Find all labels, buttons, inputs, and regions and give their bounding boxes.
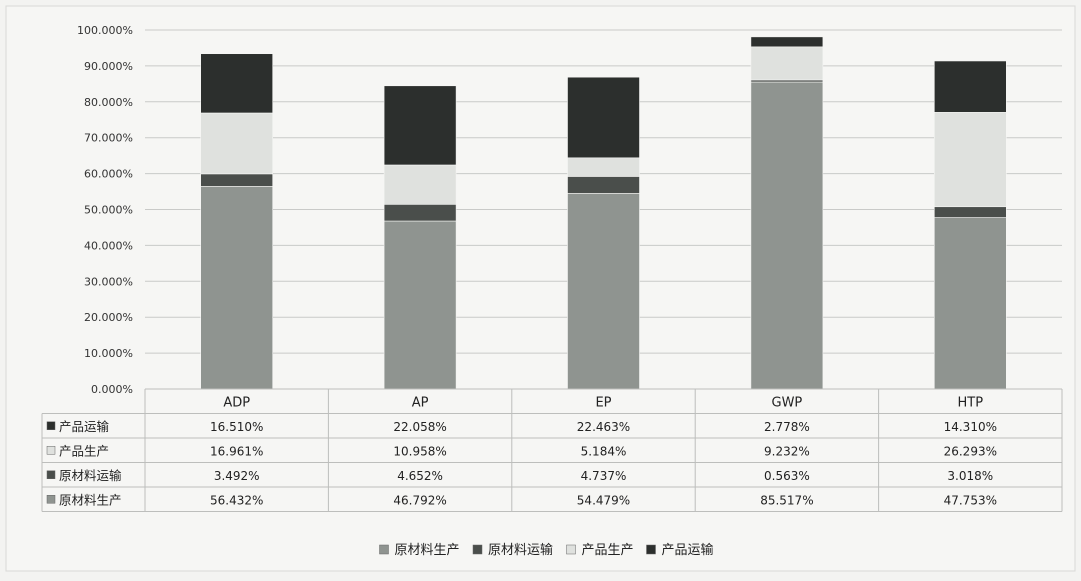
bar-segment xyxy=(200,173,273,187)
y-tick-label: 10.000% xyxy=(84,347,133,360)
data-label: 46.792% xyxy=(393,493,446,507)
bar-segment xyxy=(750,79,824,83)
data-label: 0.563% xyxy=(764,469,810,483)
bar-segment xyxy=(567,76,640,159)
data-label: 22.058% xyxy=(393,420,446,434)
bar-segment xyxy=(200,112,273,175)
data-label: 9.232% xyxy=(764,444,810,458)
bar-segment xyxy=(383,164,457,205)
bar-segment xyxy=(750,36,824,48)
table-series-label: 产品运输 xyxy=(59,419,110,434)
y-tick-label: 100.000% xyxy=(77,24,133,37)
y-tick-label: 70.000% xyxy=(84,132,133,145)
data-label: 4.652% xyxy=(397,469,443,483)
y-tick-label: 30.000% xyxy=(84,275,133,288)
legend-label: 原材料运输 xyxy=(488,542,553,558)
data-label: 16.510% xyxy=(210,420,263,434)
data-label: 56.432% xyxy=(210,493,263,507)
legend-label: 产品运输 xyxy=(662,542,714,558)
data-label: 5.184% xyxy=(581,444,627,458)
table-series-label: 原材料生产 xyxy=(59,492,122,507)
bars xyxy=(200,36,1007,390)
data-label: 4.737% xyxy=(581,469,627,483)
bar-segment xyxy=(383,204,457,222)
chart-frame xyxy=(5,5,1076,572)
x-tick-label: EP xyxy=(595,395,611,410)
bar-segment xyxy=(933,217,1007,390)
legend-key xyxy=(566,544,576,555)
bar-segment xyxy=(750,46,824,81)
table-legend-key xyxy=(46,470,56,479)
data-label: 10.958% xyxy=(393,444,446,458)
bar-segment xyxy=(567,157,640,177)
legend-key xyxy=(379,544,389,555)
y-tick-label: 80.000% xyxy=(84,96,133,109)
bar-segment xyxy=(933,112,1007,208)
bar-segment xyxy=(567,176,640,194)
x-tick-label: AP xyxy=(412,395,429,410)
table-series-label: 原材料运输 xyxy=(59,468,122,483)
data-label: 14.310% xyxy=(944,420,997,434)
table-legend-key xyxy=(46,446,56,455)
bar-segment xyxy=(567,193,640,390)
data-label: 2.778% xyxy=(764,420,810,434)
x-tick-label: ADP xyxy=(223,395,250,410)
legend-label: 产品生产 xyxy=(582,543,634,558)
bar-segment xyxy=(750,81,824,390)
y-tick-label: 60.000% xyxy=(84,168,133,181)
table-legend-key xyxy=(46,421,56,430)
x-tick-label: GWP xyxy=(772,395,803,410)
y-tick-label: 40.000% xyxy=(84,239,133,252)
data-label: 85.517% xyxy=(760,493,813,507)
legend-label: 原材料生产 xyxy=(395,543,460,558)
y-tick-label: 50.000% xyxy=(84,204,133,217)
data-label: 26.293% xyxy=(944,444,997,458)
bar-segment xyxy=(200,53,273,114)
data-label: 47.753% xyxy=(944,493,997,507)
data-label: 22.463% xyxy=(577,420,630,434)
bar-segment xyxy=(933,60,1007,113)
data-label: 3.018% xyxy=(947,469,993,483)
table-legend-key xyxy=(46,495,56,504)
data-label: 3.492% xyxy=(214,469,260,483)
legend-key xyxy=(472,544,483,555)
y-tick-label: 20.000% xyxy=(84,311,133,324)
bar-segment xyxy=(383,85,457,166)
bar-segment xyxy=(383,220,457,390)
bar-segment xyxy=(200,186,273,390)
data-table: ADP AP EP GWP HTP 产品运输 16.510% 22.058% 22.463% 2.… xyxy=(41,388,1063,512)
bar-segment xyxy=(933,206,1007,218)
legend-key xyxy=(646,544,656,555)
x-tick-label: HTP xyxy=(958,395,984,410)
legend: 原材料生产 原材料运输 产品生产 产品运输 xyxy=(379,542,714,558)
y-tick-label: 0.000% xyxy=(91,383,133,396)
data-label: 16.961% xyxy=(210,444,263,458)
data-label: 54.479% xyxy=(577,493,630,507)
table-series-label: 产品生产 xyxy=(59,443,109,458)
y-tick-label: 90.000% xyxy=(84,60,133,73)
